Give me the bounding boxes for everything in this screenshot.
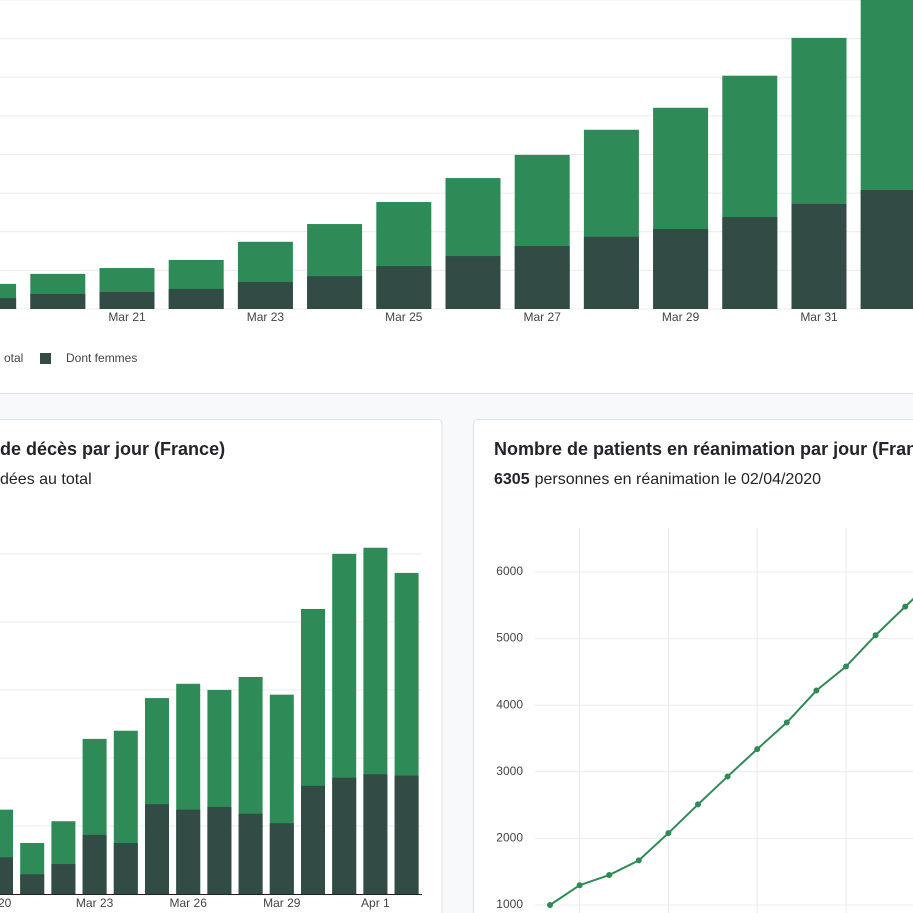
card-title: Nombre de patients en réanimation par jo… [494, 439, 913, 459]
bar [583, 236, 639, 309]
bar [363, 774, 388, 894]
point [695, 801, 701, 808]
bar [514, 246, 570, 309]
point [902, 603, 909, 610]
bar [207, 806, 232, 894]
x-tick-label: Mar 26 [170, 896, 208, 910]
point [606, 872, 613, 879]
x-tick-label: Mar 23 [76, 896, 114, 910]
y-tick-label: 2000 [496, 831, 523, 845]
x-tick-label: Mar 29 [263, 896, 301, 910]
point [576, 882, 583, 889]
legend-label: otal [4, 351, 23, 365]
y-tick-label: 3000 [496, 764, 523, 778]
card [0, 419, 443, 913]
bar [860, 190, 913, 309]
point [665, 830, 672, 837]
card-title: de décès par jour (France) [0, 439, 225, 459]
bar [82, 834, 107, 894]
bar [237, 281, 293, 309]
bar [0, 857, 13, 894]
x-tick-label: Mar 21 [108, 310, 146, 324]
y-tick-label: 5000 [496, 631, 523, 645]
card [473, 419, 913, 913]
bar [20, 874, 45, 894]
legend-label: Dont femmes [66, 351, 137, 365]
x-tick-label: Apr 1 [361, 896, 390, 910]
x-tick-label: Mar 25 [385, 310, 423, 324]
subtitle-text: personnes en réanimation le 02/04/2020 [535, 471, 822, 488]
x-tick-label: Mar 31 [800, 310, 838, 324]
bar [791, 203, 847, 309]
point [635, 857, 642, 864]
point [754, 746, 761, 753]
line [549, 597, 913, 906]
subtitle-value: 6305 [494, 471, 530, 488]
bar [238, 813, 263, 894]
bar [0, 298, 17, 309]
legend-marker [40, 353, 51, 364]
bar [113, 842, 138, 894]
bar [332, 777, 357, 894]
x-tick-label: Mar 27 [524, 310, 562, 324]
bar [722, 217, 778, 309]
bar [307, 276, 363, 309]
bar [145, 804, 169, 894]
point [872, 632, 879, 639]
y-tick-label: 1000 [496, 897, 523, 911]
point [813, 687, 820, 694]
point [547, 902, 553, 909]
card-subtitle: dées au total [0, 471, 92, 488]
bar [168, 288, 224, 309]
point [843, 663, 849, 670]
bar [176, 809, 201, 894]
bar [51, 864, 76, 894]
point [724, 773, 731, 780]
bar [394, 775, 419, 894]
point [783, 719, 790, 726]
y-tick-label: 6000 [496, 564, 523, 578]
y-tick-label: 4000 [496, 697, 523, 711]
bar [99, 292, 155, 309]
bar [445, 256, 501, 309]
card-subtitle: 6305 personnes en réanimation le 02/04/20… [494, 471, 821, 488]
x-tick-label: Mar 23 [247, 310, 285, 324]
x-tick-label: r 20 [0, 896, 12, 910]
x-tick-label: Mar 29 [662, 310, 700, 324]
bar [376, 266, 432, 309]
bar [30, 293, 86, 309]
bar [269, 823, 294, 894]
bar [653, 229, 709, 309]
bar [301, 785, 325, 894]
